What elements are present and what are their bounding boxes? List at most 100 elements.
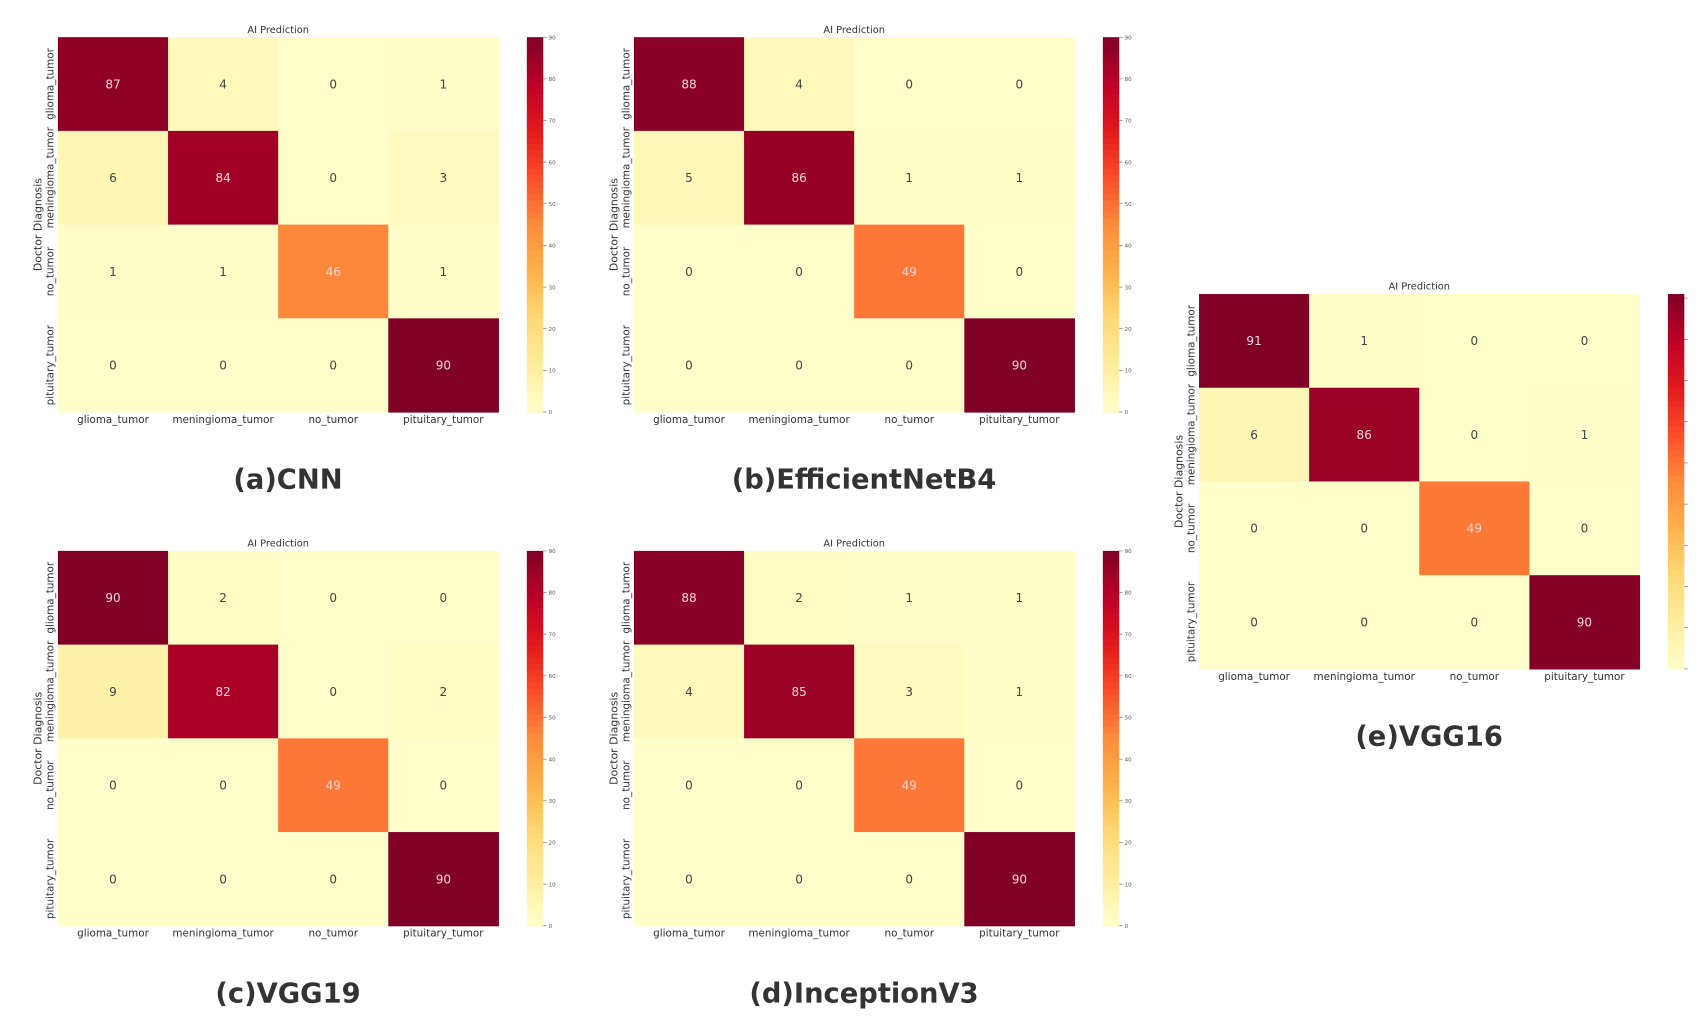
- y-tick-label: glioma_tumor: [621, 47, 633, 119]
- colorbar-segment: [526, 644, 544, 652]
- colorbar-segment: [1102, 769, 1120, 777]
- caption: (a)CNN: [233, 463, 343, 496]
- colorbar-segment: [1667, 575, 1685, 583]
- colorbar-segment: [1102, 237, 1120, 245]
- colorbar-segment: [1667, 587, 1685, 595]
- colorbar-segment: [1102, 782, 1120, 789]
- heatmap-cell: [278, 130, 389, 226]
- heatmap-cell: [278, 224, 389, 319]
- colorbar-segment: [1102, 155, 1120, 163]
- chart-title: AI Prediction: [247, 25, 309, 36]
- colorbar-segment: [1102, 607, 1120, 615]
- colorbar-segment: [526, 663, 544, 671]
- colorbar-segment: [1102, 374, 1120, 382]
- cell-label: 49: [902, 265, 917, 279]
- colorbar-tick-label: 0: [549, 410, 553, 416]
- y-tick-label: no_tumor: [45, 246, 57, 296]
- colorbar-segment: [1667, 662, 1685, 670]
- cell-label: 0: [1016, 265, 1024, 279]
- cell-label: 0: [905, 77, 913, 91]
- heatmap-cell: [1309, 481, 1420, 576]
- colorbar-segment: [1102, 557, 1120, 565]
- y-axis-label: Doctor Diagnosis: [1173, 435, 1186, 528]
- cell-label: 90: [1012, 359, 1027, 373]
- colorbar-segment: [526, 99, 544, 107]
- colorbar-segment: [1667, 493, 1685, 501]
- colorbar-segment: [1667, 487, 1685, 495]
- colorbar-segment: [1102, 118, 1120, 126]
- colorbar-segment: [1102, 600, 1120, 608]
- colorbar-tick-label: 30: [549, 285, 556, 291]
- colorbar-segment: [526, 262, 544, 270]
- colorbar-segment: [1102, 249, 1120, 257]
- cell-label: 0: [329, 359, 337, 373]
- colorbar-tick-label: 10: [549, 369, 556, 375]
- colorbar-segment: [1102, 700, 1120, 708]
- cell-label: 82: [215, 685, 230, 699]
- colorbar-segment: [1102, 187, 1120, 195]
- heatmap-cell: [1199, 481, 1310, 576]
- colorbar-segment: [526, 80, 544, 88]
- colorbar-segment: [526, 607, 544, 615]
- colorbar-segment: [1667, 512, 1685, 520]
- panel-inceptionv3: AI Prediction 88 2 1 1 4 85 3 1 0 0 49 0 0 0 0 90 glioma_…: [576, 514, 1155, 1028]
- colorbar-segment: [526, 368, 544, 376]
- caption: (e)VGG16: [1355, 720, 1503, 752]
- cell-label: 1: [440, 77, 448, 91]
- cell-label: 90: [105, 591, 120, 605]
- cell-label: 0: [1016, 779, 1024, 793]
- colorbar-segment: [1102, 99, 1120, 107]
- colorbar-tick-label: 70: [1125, 119, 1132, 125]
- colorbar-segment: [526, 180, 544, 188]
- colorbar-segment: [526, 625, 544, 633]
- colorbar-segment: [526, 757, 544, 764]
- y-axis-label: Doctor Diagnosis: [608, 691, 621, 784]
- colorbar-segment: [526, 900, 544, 908]
- cell-label: 2: [795, 591, 803, 605]
- cell-label: 0: [1016, 77, 1024, 91]
- colorbar-segment: [1102, 594, 1120, 602]
- colorbar-segment: [526, 725, 544, 733]
- heatmap-cell: [1199, 387, 1310, 483]
- colorbar-segment: [526, 919, 544, 927]
- colorbar-segment: [526, 744, 544, 752]
- heatmap-cell: [744, 224, 855, 319]
- heatmap-cell: [964, 738, 1075, 833]
- colorbar-segment: [1102, 205, 1120, 213]
- colorbar-segment: [1667, 443, 1685, 451]
- cell-label: 0: [685, 872, 693, 886]
- colorbar-segment: [526, 775, 544, 783]
- colorbar-segment: [526, 274, 544, 282]
- cell-label: 0: [1470, 615, 1478, 629]
- heatmap-cell: [1199, 294, 1310, 389]
- heatmap-cell: [278, 37, 389, 132]
- colorbar-segment: [1667, 631, 1685, 639]
- colorbar-segment: [526, 168, 544, 176]
- colorbar-segment: [1102, 825, 1120, 833]
- heatmap-cell: [388, 37, 499, 132]
- colorbar-segment: [1667, 525, 1685, 533]
- heatmap-cell: [964, 644, 1075, 739]
- colorbar-segment: [1102, 800, 1120, 808]
- colorbar-segment: [1102, 349, 1120, 357]
- y-tick-label: meningioma_tumor: [621, 126, 633, 228]
- colorbar-segment: [526, 613, 544, 621]
- heatmap-cell: [1529, 575, 1641, 670]
- colorbar-segment: [1102, 105, 1120, 113]
- heatmap-cell: [278, 644, 389, 739]
- colorbar-segment: [1667, 306, 1685, 314]
- cell-label: 90: [436, 872, 451, 886]
- colorbar-segment: [526, 305, 544, 313]
- colorbar-segment: [526, 782, 544, 789]
- chart-title: AI Prediction: [823, 25, 885, 36]
- colorbar-segment: [526, 337, 544, 344]
- cell-label: 0: [329, 591, 337, 605]
- colorbar-segment: [526, 888, 544, 896]
- colorbar-segment: [1102, 324, 1120, 332]
- colorbar-segment: [526, 569, 544, 577]
- colorbar-segment: [526, 374, 544, 382]
- colorbar-segment: [526, 807, 544, 814]
- cell-label: 6: [109, 171, 117, 185]
- colorbar-segment: [526, 387, 544, 394]
